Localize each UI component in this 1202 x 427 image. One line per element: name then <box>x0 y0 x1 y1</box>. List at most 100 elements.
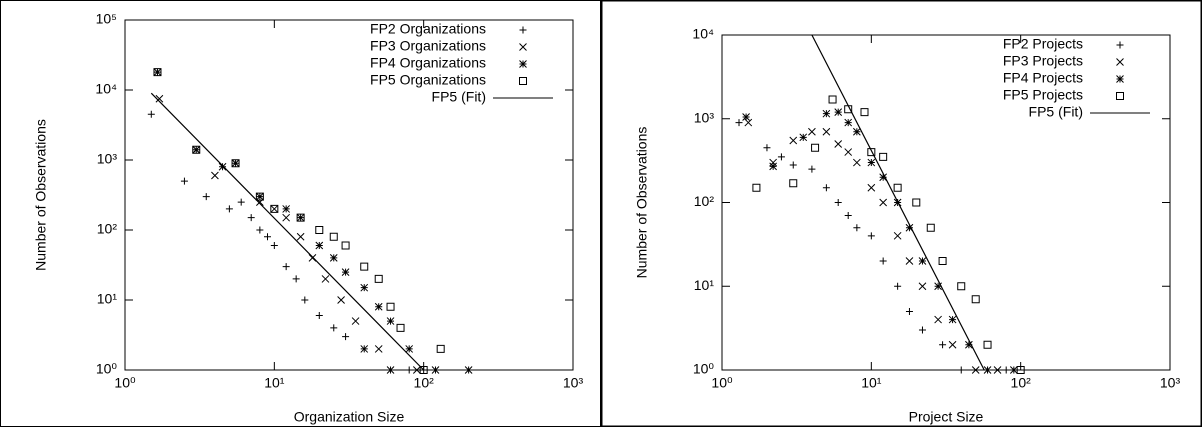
data-point <box>374 345 383 353</box>
legend-label: FP2 Organizations <box>370 21 486 37</box>
data-point <box>315 312 323 320</box>
data-point <box>296 232 305 241</box>
fit-line <box>811 34 985 371</box>
plot-frame <box>124 19 574 371</box>
data-point <box>993 366 1002 374</box>
data-point <box>321 275 330 283</box>
data-point <box>811 143 820 152</box>
data-point <box>879 257 887 265</box>
data-point <box>879 198 888 207</box>
data-point <box>301 296 309 304</box>
data-point <box>360 345 369 353</box>
y-tick-label: 10³ <box>694 109 715 125</box>
y-tick-label: 10² <box>97 221 118 237</box>
legend-marker <box>519 43 527 51</box>
data-point <box>1016 366 1025 374</box>
x-tick-label: 10² <box>414 375 435 391</box>
data-point <box>983 366 992 374</box>
data-point <box>256 226 264 234</box>
data-point <box>905 257 914 265</box>
data-point <box>834 199 842 206</box>
data-point <box>419 366 428 374</box>
data-point <box>256 192 264 201</box>
data-point <box>1009 366 1018 374</box>
data-point <box>893 183 902 192</box>
y-tick-label: 10¹ <box>97 291 118 307</box>
legend-label: FP5 (Fit) <box>432 89 486 105</box>
data-point <box>337 296 345 304</box>
data-point <box>867 148 876 157</box>
legend-marker <box>1116 92 1124 100</box>
data-point <box>296 213 305 222</box>
y-axis-label: Number of Observations <box>634 127 650 279</box>
data-point <box>360 283 369 292</box>
x-tick-label: 10² <box>1011 375 1032 391</box>
data-point <box>905 223 914 232</box>
data-point <box>912 198 921 207</box>
data-point <box>822 109 831 118</box>
data-point <box>828 95 837 104</box>
data-point <box>436 344 445 353</box>
y-tick-label: 10⁰ <box>693 361 715 377</box>
legend-label: FP3 Projects <box>1003 53 1083 69</box>
data-point <box>237 198 245 206</box>
y-tick-label: 10⁴ <box>95 81 117 97</box>
data-point <box>957 282 966 291</box>
x-axis-label: Organization Size <box>294 409 405 425</box>
data-point <box>769 162 777 171</box>
legend-marker <box>1116 41 1124 49</box>
legend-marker <box>519 77 527 85</box>
data-point <box>231 159 240 168</box>
data-point <box>789 136 798 145</box>
data-point <box>155 94 164 103</box>
data-point <box>270 205 279 213</box>
legend-label: FP5 Projects <box>1003 87 1083 103</box>
data-point <box>934 315 942 324</box>
legend-label: FP4 Projects <box>1003 70 1083 86</box>
data-point <box>342 333 350 341</box>
data-point <box>420 366 428 374</box>
data-point <box>742 113 750 121</box>
y-tick-label: 10⁴ <box>692 26 714 42</box>
data-point <box>292 275 300 283</box>
data-point <box>867 183 876 192</box>
data-point <box>752 183 761 192</box>
x-tick-label: 10¹ <box>264 375 285 391</box>
panel-border <box>0 0 601 427</box>
data-point <box>777 153 785 161</box>
y-tick-label: 10⁰ <box>96 361 118 377</box>
y-tick-label: 10³ <box>97 151 118 167</box>
data-point <box>769 158 777 167</box>
data-point <box>218 162 227 171</box>
data-point <box>329 232 338 241</box>
data-point <box>853 158 861 167</box>
data-point <box>282 213 291 222</box>
data-point <box>948 340 957 349</box>
data-point <box>231 159 240 168</box>
data-point <box>386 366 395 374</box>
data-point <box>971 366 980 374</box>
data-point <box>282 205 291 213</box>
x-tick-label: 10³ <box>1160 375 1181 391</box>
data-point <box>867 158 876 167</box>
x-tick-label: 10⁰ <box>114 375 136 391</box>
y-axis-label: Number of Observations <box>33 119 49 271</box>
data-point <box>918 257 927 265</box>
data-point <box>893 231 902 240</box>
data-point <box>255 192 264 201</box>
data-point <box>834 108 843 116</box>
data-point <box>464 366 473 374</box>
legend-label: FP5 Organizations <box>370 72 486 88</box>
data-point <box>808 127 816 136</box>
data-point <box>202 193 210 201</box>
data-point <box>329 254 338 262</box>
legend-marker <box>1116 75 1124 83</box>
data-point <box>396 323 405 332</box>
data-point <box>247 214 255 222</box>
data-point <box>983 340 992 349</box>
x-tick-label: 10⁰ <box>711 375 733 391</box>
data-point <box>965 340 973 349</box>
legend-label: FP3 Organizations <box>370 38 486 54</box>
data-point <box>1002 366 1010 374</box>
